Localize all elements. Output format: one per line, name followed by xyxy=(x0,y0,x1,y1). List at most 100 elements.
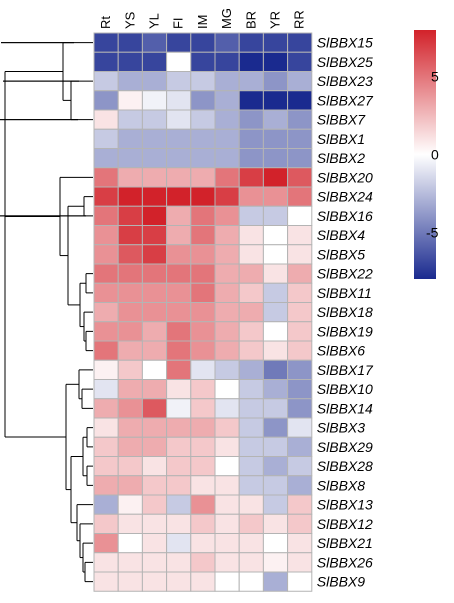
heatmap-cell xyxy=(190,571,216,592)
heatmap-cell xyxy=(93,225,119,246)
heatmap-cell xyxy=(238,148,264,169)
heatmap-cell xyxy=(214,340,240,361)
heatmap-cell xyxy=(262,186,289,207)
heatmap-cell xyxy=(93,379,119,400)
column-label: IM xyxy=(195,15,210,29)
row-label: SlBBX16 xyxy=(317,208,373,224)
heatmap-cell xyxy=(238,513,264,534)
colorbar-tick-label: 0 xyxy=(431,147,439,163)
heatmap-cell xyxy=(190,205,216,226)
heatmap-cell xyxy=(214,109,240,130)
heatmap-cell xyxy=(117,32,143,53)
heatmap-cell xyxy=(141,321,168,342)
heatmap-cell xyxy=(117,302,143,323)
heatmap-cell xyxy=(166,51,192,72)
column-label: BR xyxy=(243,11,258,29)
heatmap-cell xyxy=(262,398,289,419)
heatmap-cell xyxy=(141,552,168,573)
row-label: SlBBX15 xyxy=(317,35,373,51)
heatmap-cell xyxy=(262,302,289,323)
heatmap-cell xyxy=(190,436,216,457)
heatmap-cell xyxy=(190,167,216,188)
heatmap-cell xyxy=(117,148,143,169)
heatmap-cell xyxy=(287,282,313,303)
heatmap-cell xyxy=(238,167,264,188)
heatmap-cell xyxy=(141,186,168,207)
row-label: SlBBX10 xyxy=(317,381,373,397)
heatmap-cell xyxy=(238,379,264,400)
heatmap-cell xyxy=(141,167,168,188)
heatmap-cell xyxy=(166,167,192,188)
heatmap-cell xyxy=(93,494,119,515)
heatmap-cell xyxy=(166,417,192,438)
heatmap-cell xyxy=(190,533,216,554)
heatmap-cell xyxy=(166,456,192,477)
heatmap-cell xyxy=(262,167,289,188)
heatmap-cell xyxy=(262,359,289,380)
heatmap-cell xyxy=(214,513,240,534)
heatmap-cell xyxy=(287,533,313,554)
heatmap-cell xyxy=(190,282,216,303)
row-dendrogram xyxy=(0,42,93,583)
heatmap-cell xyxy=(93,359,119,380)
heatmap-cell xyxy=(190,379,216,400)
heatmap-cell xyxy=(93,128,119,149)
heatmap-cell xyxy=(190,552,216,573)
heatmap-cell xyxy=(141,436,168,457)
row-label: SlBBX17 xyxy=(317,362,374,378)
row-label: SlBBX29 xyxy=(317,439,373,455)
heatmap-cell xyxy=(214,571,240,592)
heatmap-cell xyxy=(262,475,289,496)
heatmap-cell xyxy=(214,302,240,323)
heatmap-cell xyxy=(117,513,143,534)
heatmap-cell xyxy=(190,398,216,419)
column-labels: Rt YS YL FI IM MG BR YR RR xyxy=(98,8,307,29)
heatmap-cell xyxy=(93,282,119,303)
heatmap-cell xyxy=(141,398,168,419)
row-label: SlBBX20 xyxy=(317,169,373,185)
row-label: SlBBX12 xyxy=(317,516,373,532)
heatmap-cell xyxy=(287,148,313,169)
heatmap-cell xyxy=(190,359,216,380)
heatmap-cell xyxy=(238,186,264,207)
row-label: SlBBX27 xyxy=(317,92,374,108)
heatmap-cell xyxy=(117,321,143,342)
heatmap-cell xyxy=(238,475,264,496)
heatmap-cell xyxy=(238,263,264,284)
heatmap-cell xyxy=(93,167,119,188)
heatmap-cell xyxy=(214,456,240,477)
heatmap-cell xyxy=(238,32,264,53)
heatmap-cell xyxy=(214,225,240,246)
colorbar: 5 0 -5 xyxy=(414,30,439,279)
heatmap-cell xyxy=(117,340,143,361)
heatmap-cell xyxy=(93,417,119,438)
heatmap-cell xyxy=(190,71,216,92)
heatmap-cell xyxy=(287,32,313,53)
heatmap-cell xyxy=(93,205,119,226)
heatmap-cell xyxy=(190,51,216,72)
heatmap-cell xyxy=(117,533,143,554)
heatmap-cell xyxy=(287,186,313,207)
heatmap-cell xyxy=(117,244,143,265)
heatmap-cell xyxy=(141,359,168,380)
heatmap-cell xyxy=(93,533,119,554)
heatmap-cell xyxy=(214,436,240,457)
heatmap-cell xyxy=(166,225,192,246)
heatmap-cell xyxy=(141,340,168,361)
heatmap-cell xyxy=(166,302,192,323)
heatmap-cell xyxy=(166,340,192,361)
heatmap-cell xyxy=(238,302,264,323)
heatmap-cell xyxy=(141,51,168,72)
heatmap-cell xyxy=(287,417,313,438)
heatmap-cell xyxy=(190,186,216,207)
heatmap-cell xyxy=(117,552,143,573)
heatmap-cell xyxy=(262,128,289,149)
heatmap-cell xyxy=(117,494,143,515)
heatmap-cell xyxy=(214,167,240,188)
heatmap-cell xyxy=(214,90,240,111)
row-labels: SlBBX15 SlBBX25 SlBBX23 SlBBX27 SlBBX7 SlBBX1… xyxy=(317,35,374,590)
row-label: SlBBX9 xyxy=(317,574,365,590)
row-label: SlBBX26 xyxy=(317,554,373,570)
heatmap-cell xyxy=(214,282,240,303)
heatmap-cell xyxy=(262,552,289,573)
